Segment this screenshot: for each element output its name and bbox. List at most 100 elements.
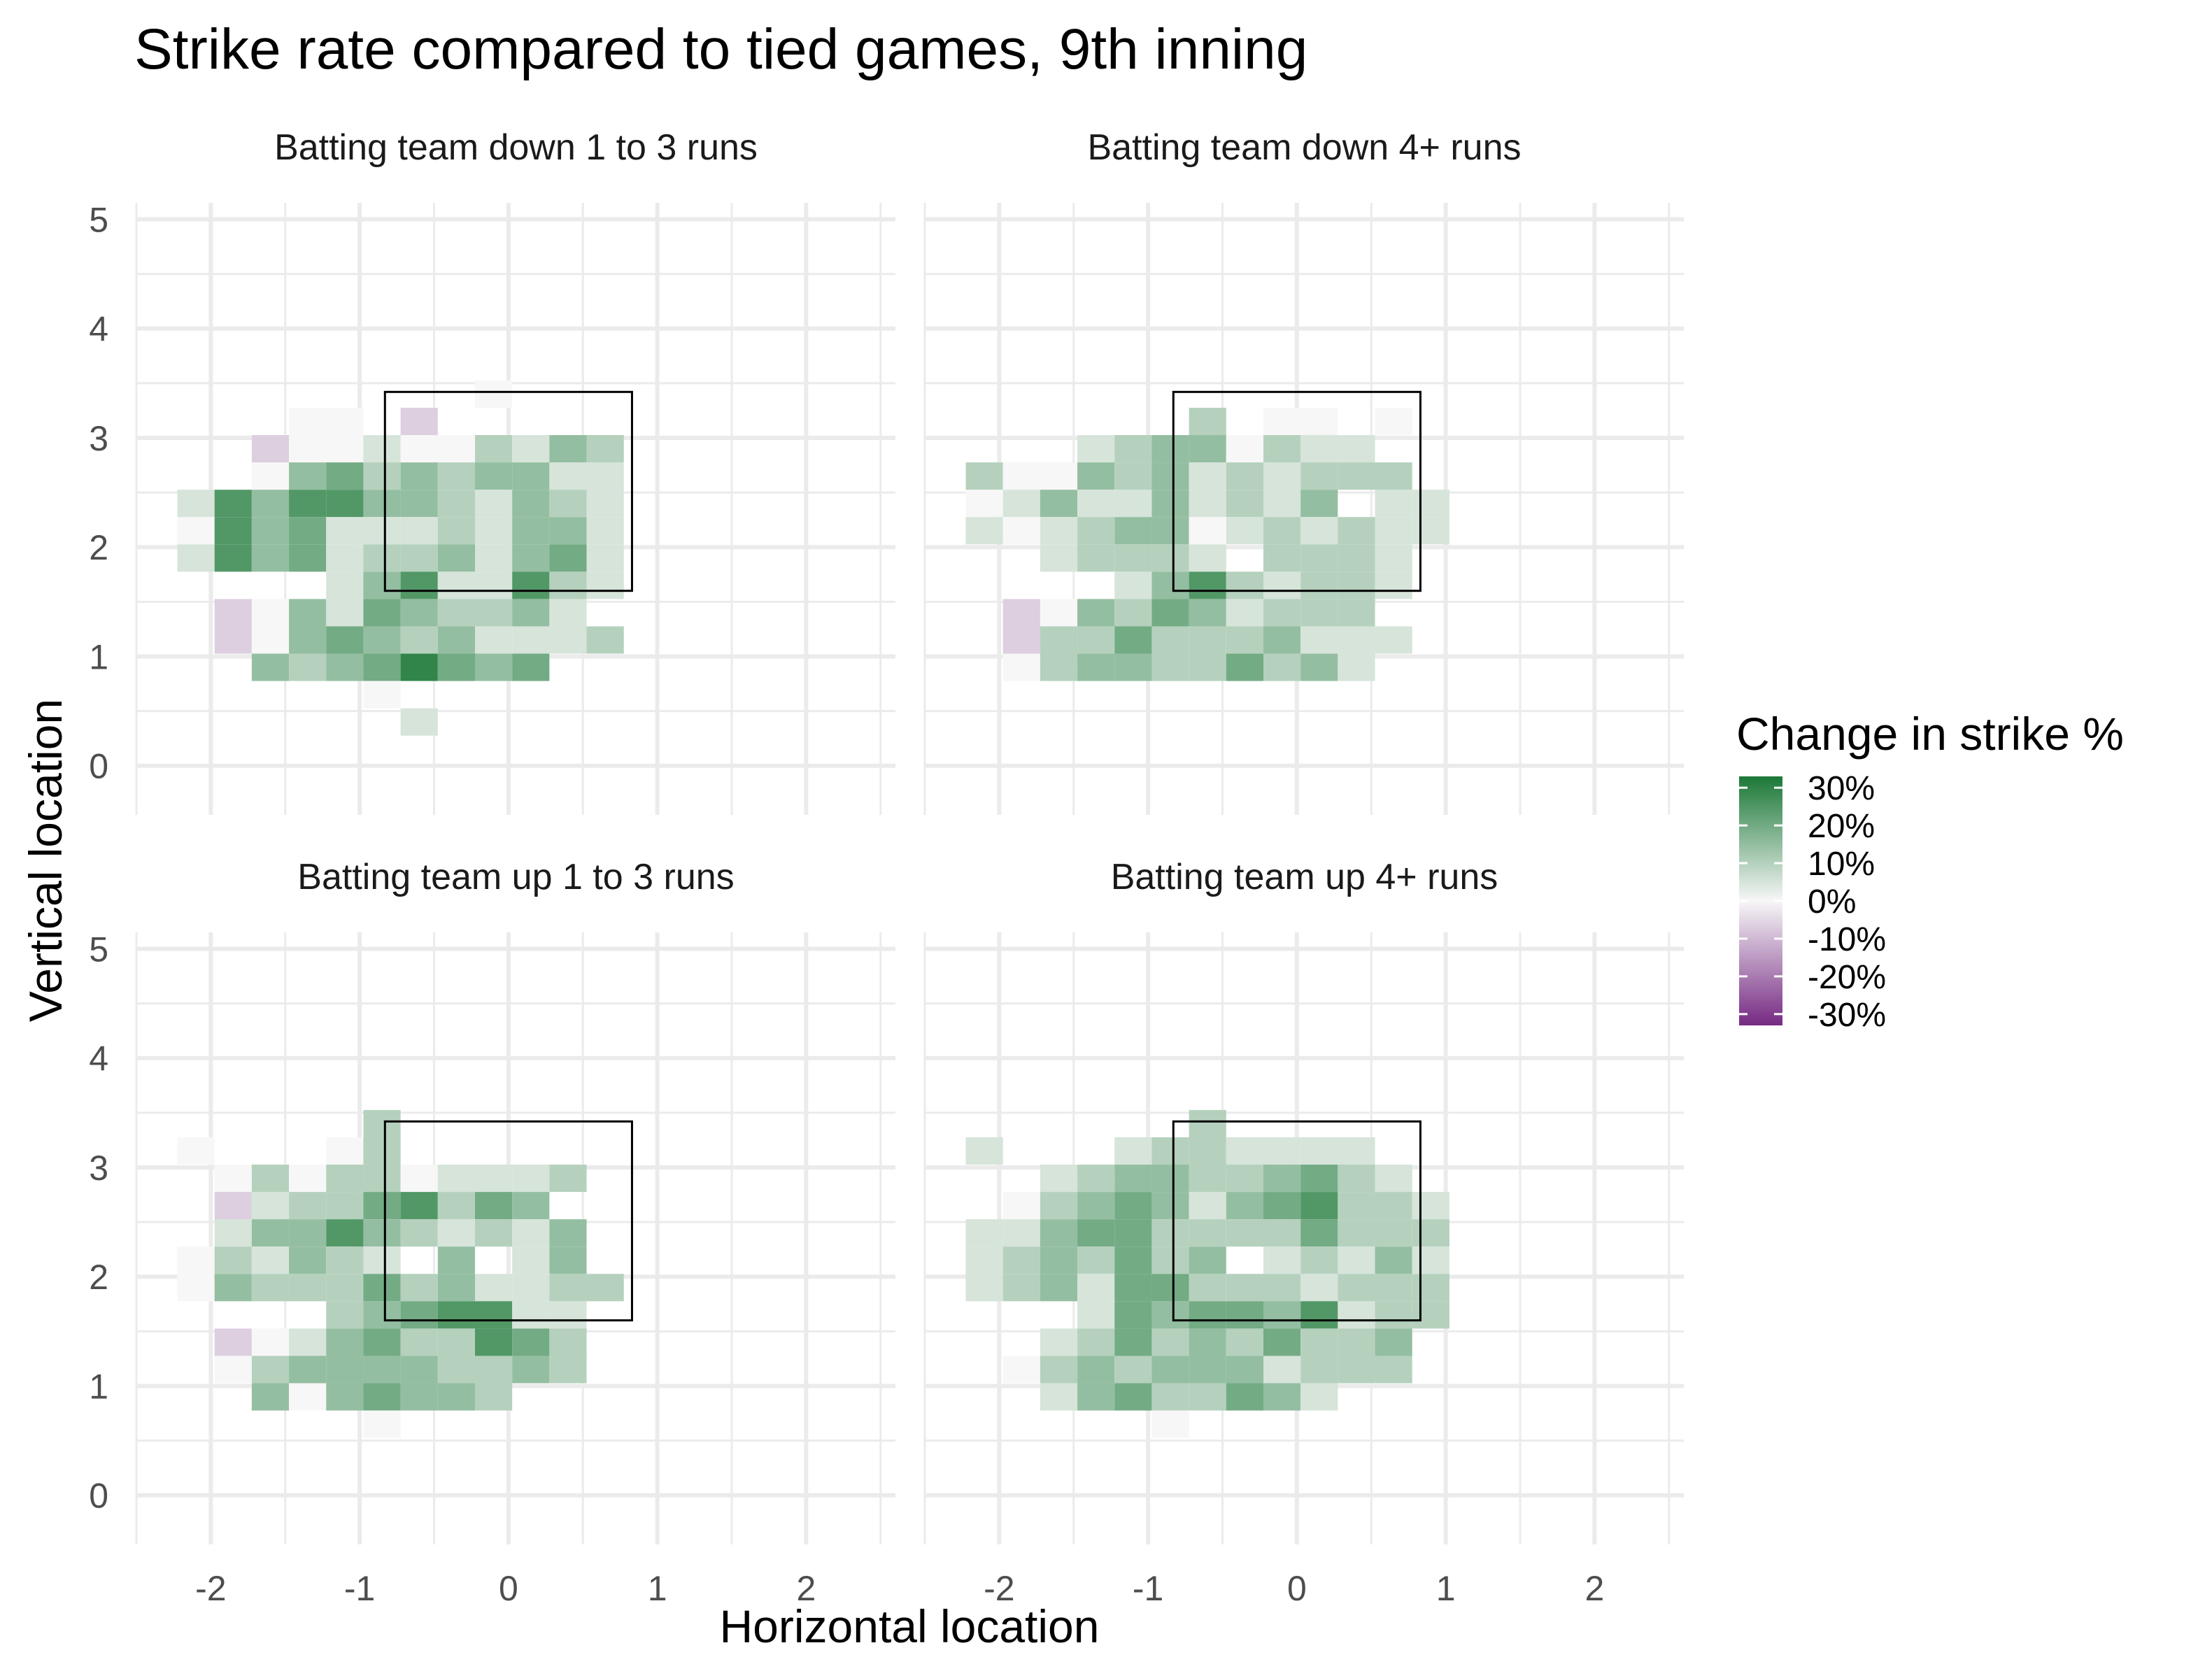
heatmap-cell xyxy=(1300,517,1338,545)
heatmap-cell xyxy=(400,599,438,627)
heatmap-cell xyxy=(1114,626,1152,654)
heatmap-cell xyxy=(1189,626,1226,654)
heatmap-cell xyxy=(1300,1219,1338,1247)
heatmap-cell xyxy=(1375,1301,1412,1329)
heatmap-cell xyxy=(363,544,401,572)
heatmap-cell xyxy=(1375,1246,1412,1274)
heatmap-cell xyxy=(437,653,475,681)
heatmap-tiles xyxy=(965,407,1449,681)
heatmap-cell xyxy=(1189,1301,1226,1329)
heatmap-cell xyxy=(363,1246,401,1274)
heatmap-cell xyxy=(437,1328,475,1356)
heatmap-cell xyxy=(400,517,438,545)
heatmap-cell xyxy=(549,1356,587,1384)
heatmap-cell xyxy=(1189,462,1226,490)
y-tick-label: 4 xyxy=(89,310,108,349)
heatmap-cell xyxy=(214,1165,252,1193)
heatmap-cell xyxy=(1263,571,1301,599)
heatmap-cell xyxy=(474,1328,513,1356)
heatmap-cell xyxy=(1151,1356,1189,1384)
heatmap-cell xyxy=(1114,653,1152,681)
heatmap-cell xyxy=(1226,1383,1263,1411)
heatmap-cell xyxy=(177,1246,215,1274)
heatmap-tiles xyxy=(965,1109,1449,1438)
heatmap-cell xyxy=(1263,490,1301,518)
heatmap-cell xyxy=(437,1356,475,1384)
heatmap-cell xyxy=(474,1356,513,1384)
legend-label: -10% xyxy=(1808,921,1886,958)
heatmap-cell xyxy=(363,681,401,709)
heatmap-cell xyxy=(1338,1301,1375,1329)
x-tick-label: -1 xyxy=(1133,1569,1163,1608)
heatmap-cell xyxy=(549,462,587,490)
facet-panels: Batting team down 1 to 3 runs Batting tea… xyxy=(135,127,1684,1544)
x-tick-label: -1 xyxy=(344,1569,375,1608)
legend-label: 20% xyxy=(1808,808,1875,845)
heatmap-cell xyxy=(474,1301,513,1329)
heatmap-cell xyxy=(512,626,550,654)
heatmap-cell xyxy=(1189,1137,1226,1165)
heatmap-cell xyxy=(1338,599,1375,627)
heatmap-cell xyxy=(437,1246,475,1274)
heatmap-cell xyxy=(512,544,550,572)
heatmap-cell xyxy=(1040,1246,1078,1274)
heatmap-cell xyxy=(1263,599,1301,627)
heatmap-cell xyxy=(1114,1301,1152,1329)
heatmap-cell xyxy=(1189,1165,1226,1193)
heatmap-cell xyxy=(512,653,550,681)
heatmap-cell xyxy=(1151,462,1189,490)
heatmap-cell xyxy=(549,1274,587,1302)
heatmap-cell xyxy=(1151,571,1189,599)
heatmap-cell xyxy=(289,462,327,490)
heatmap-cell xyxy=(251,462,290,490)
heatmap-cell xyxy=(512,462,550,490)
heatmap-cell xyxy=(965,462,1003,490)
heatmap-cell xyxy=(586,571,624,599)
heatmap-cell xyxy=(214,1328,252,1356)
heatmap-cell xyxy=(289,517,327,545)
heatmap-cell xyxy=(1375,1192,1412,1220)
heatmap-cell xyxy=(1300,544,1338,572)
heatmap-cell xyxy=(1151,517,1189,545)
heatmap-cell xyxy=(363,1192,401,1220)
heatmap-cell xyxy=(512,490,550,518)
heatmap-cell xyxy=(1151,1165,1189,1193)
heatmap-cell xyxy=(214,1246,252,1274)
heatmap-cell xyxy=(586,462,624,490)
heatmap-cell xyxy=(326,1246,364,1274)
heatmap-cell xyxy=(1077,1383,1115,1411)
heatmap-cell xyxy=(1375,626,1412,654)
heatmap-cell xyxy=(1114,1192,1152,1220)
heatmap-cell xyxy=(326,435,364,463)
heatmap-cell xyxy=(437,1383,475,1411)
heatmap-cell xyxy=(326,1301,364,1329)
heatmap-cell xyxy=(289,1192,327,1220)
heatmap-cell xyxy=(363,1219,401,1247)
heatmap-cell xyxy=(965,517,1003,545)
heatmap-cell xyxy=(214,599,252,627)
heatmap-cell xyxy=(1114,1274,1152,1302)
heatmap-cell xyxy=(363,1328,401,1356)
heatmap-cell xyxy=(289,435,327,463)
heatmap-cell xyxy=(1375,517,1412,545)
heatmap-cell xyxy=(1226,490,1263,518)
heatmap-cell xyxy=(289,653,327,681)
heatmap-tiles xyxy=(177,380,624,736)
heatmap-cell xyxy=(1189,653,1226,681)
heatmap-cell xyxy=(1338,462,1375,490)
heatmap-cell xyxy=(1040,1356,1078,1384)
heatmap-cell xyxy=(1226,462,1263,490)
y-tick-label: 4 xyxy=(89,1039,108,1079)
heatmap-cell xyxy=(1077,1301,1115,1329)
heatmap-cell xyxy=(363,490,401,518)
heatmap-cell xyxy=(177,490,215,518)
heatmap-cell xyxy=(1189,1246,1226,1274)
heatmap-cell xyxy=(214,1192,252,1220)
heatmap-cell xyxy=(326,407,364,436)
x-tick-label: -2 xyxy=(984,1569,1014,1608)
heatmap-cell xyxy=(251,517,290,545)
y-tick-label: 0 xyxy=(89,1477,108,1516)
heatmap-cell xyxy=(1263,1219,1301,1247)
heatmap-cell xyxy=(400,1301,438,1329)
heatmap-cell xyxy=(1151,1274,1189,1302)
